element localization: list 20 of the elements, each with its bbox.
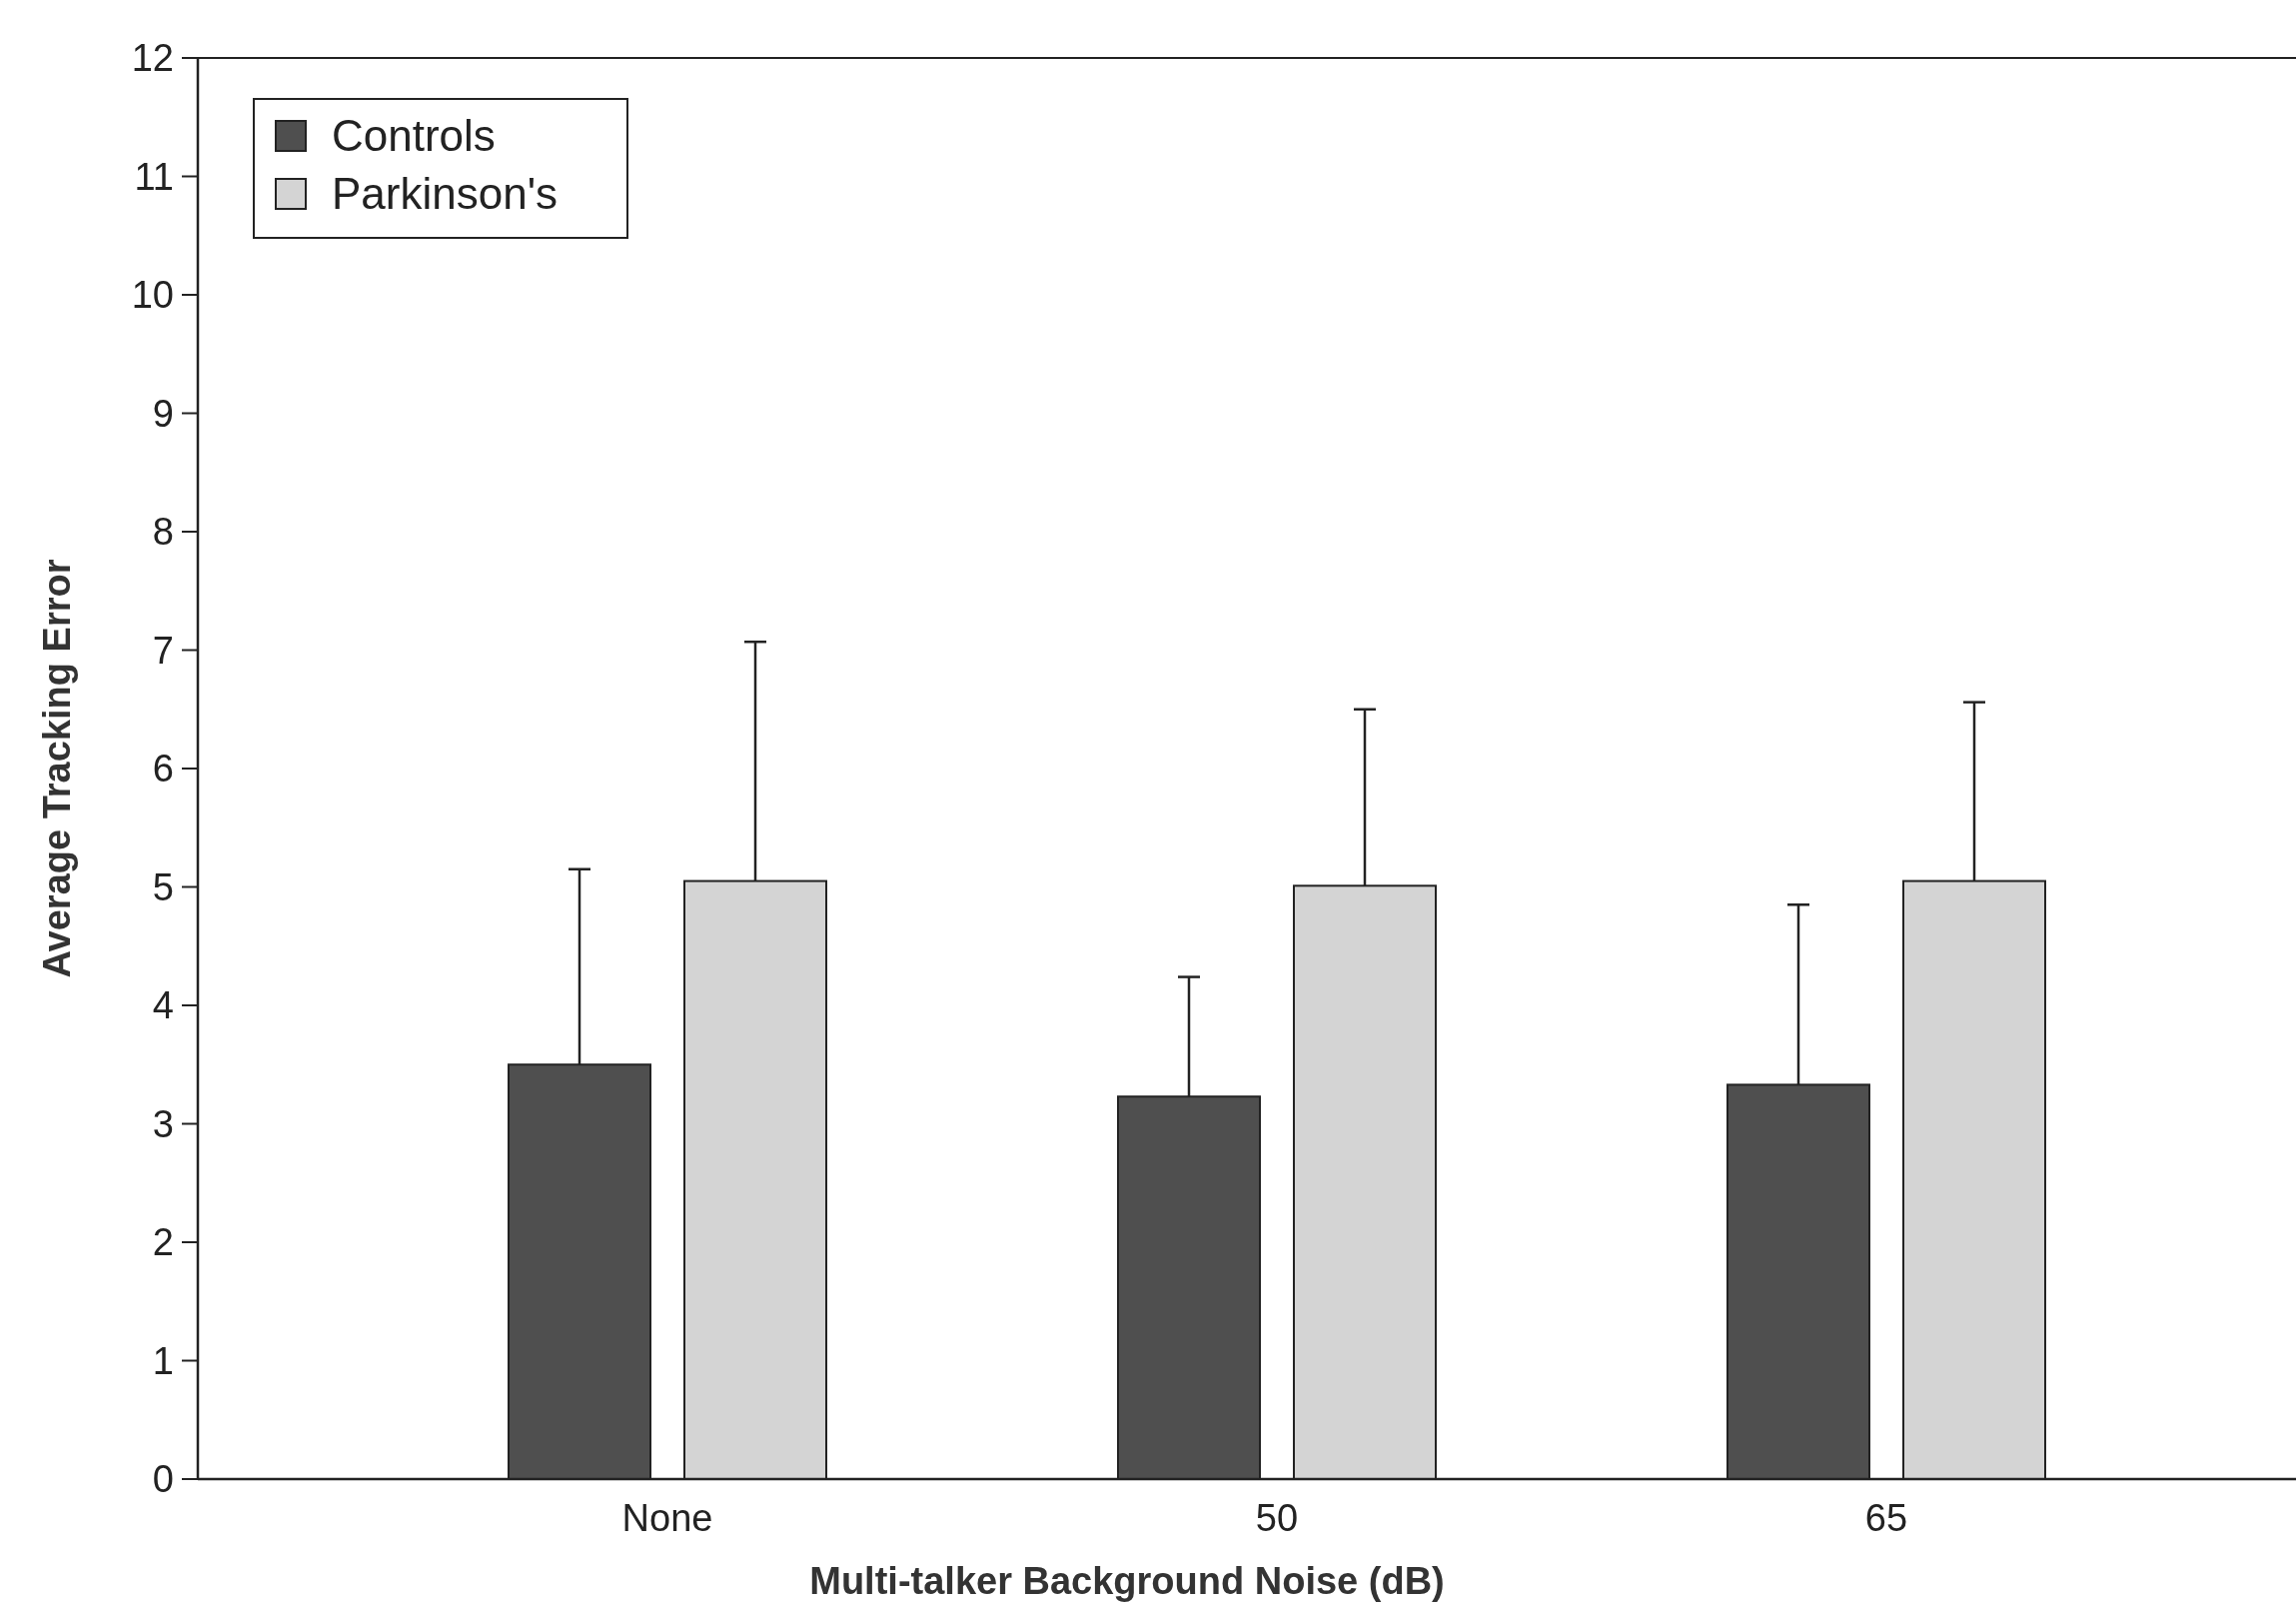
y-tick-label: 7: [152, 629, 174, 672]
y-tick-label: 12: [131, 37, 174, 80]
y-tick-label: 6: [152, 748, 174, 791]
x-tick-label: 50: [1255, 1497, 1299, 1539]
y-tick-label: 10: [131, 274, 174, 317]
y-tick-label: 0: [152, 1458, 174, 1501]
y-tick-label: 4: [152, 984, 174, 1027]
y-tick-label: 5: [152, 865, 174, 908]
x-axis-title: Multi-talker Background Noise (dB): [809, 1560, 1445, 1602]
x-tick-label: 65: [1864, 1497, 1908, 1539]
y-tick-label: 1: [152, 1339, 174, 1382]
y-tick-label: 3: [152, 1102, 174, 1145]
y-tick-label: 8: [152, 511, 174, 554]
y-axis-title: Average Tracking Error: [36, 559, 78, 978]
x-tick-label: None: [621, 1497, 713, 1539]
legend-label: Controls: [332, 111, 496, 161]
y-tick-label: 9: [152, 392, 174, 435]
y-tick-label: 11: [134, 155, 174, 198]
legend-label: Parkinson's: [332, 169, 559, 219]
y-tick-label: 2: [152, 1221, 174, 1264]
